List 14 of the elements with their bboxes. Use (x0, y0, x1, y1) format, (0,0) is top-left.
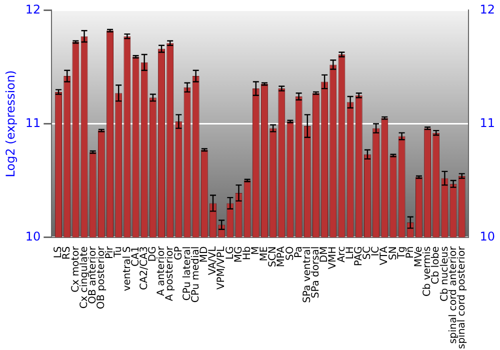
y-tick-label: 11 (25, 116, 41, 130)
x-tick-label: spinal cord posterior (456, 245, 468, 350)
y-axis-title: Log2 (expression) (3, 70, 18, 178)
x-tick-label: OB posterior (96, 245, 108, 310)
x-tick-label: GP (173, 246, 184, 260)
x-tick-label: Pa (293, 246, 304, 258)
y2-tick-label: 12 (480, 2, 496, 16)
y2-tick-label: 10 (480, 229, 496, 244)
x-tick-label: RS (62, 246, 73, 260)
y-tick-label: 10 (25, 229, 41, 244)
x-tick-label: A posterior (164, 245, 176, 302)
y-tick-label: 12 (25, 2, 41, 16)
y2-tick-label: 11 (480, 116, 496, 130)
x-tick-label: Tg (396, 246, 408, 260)
